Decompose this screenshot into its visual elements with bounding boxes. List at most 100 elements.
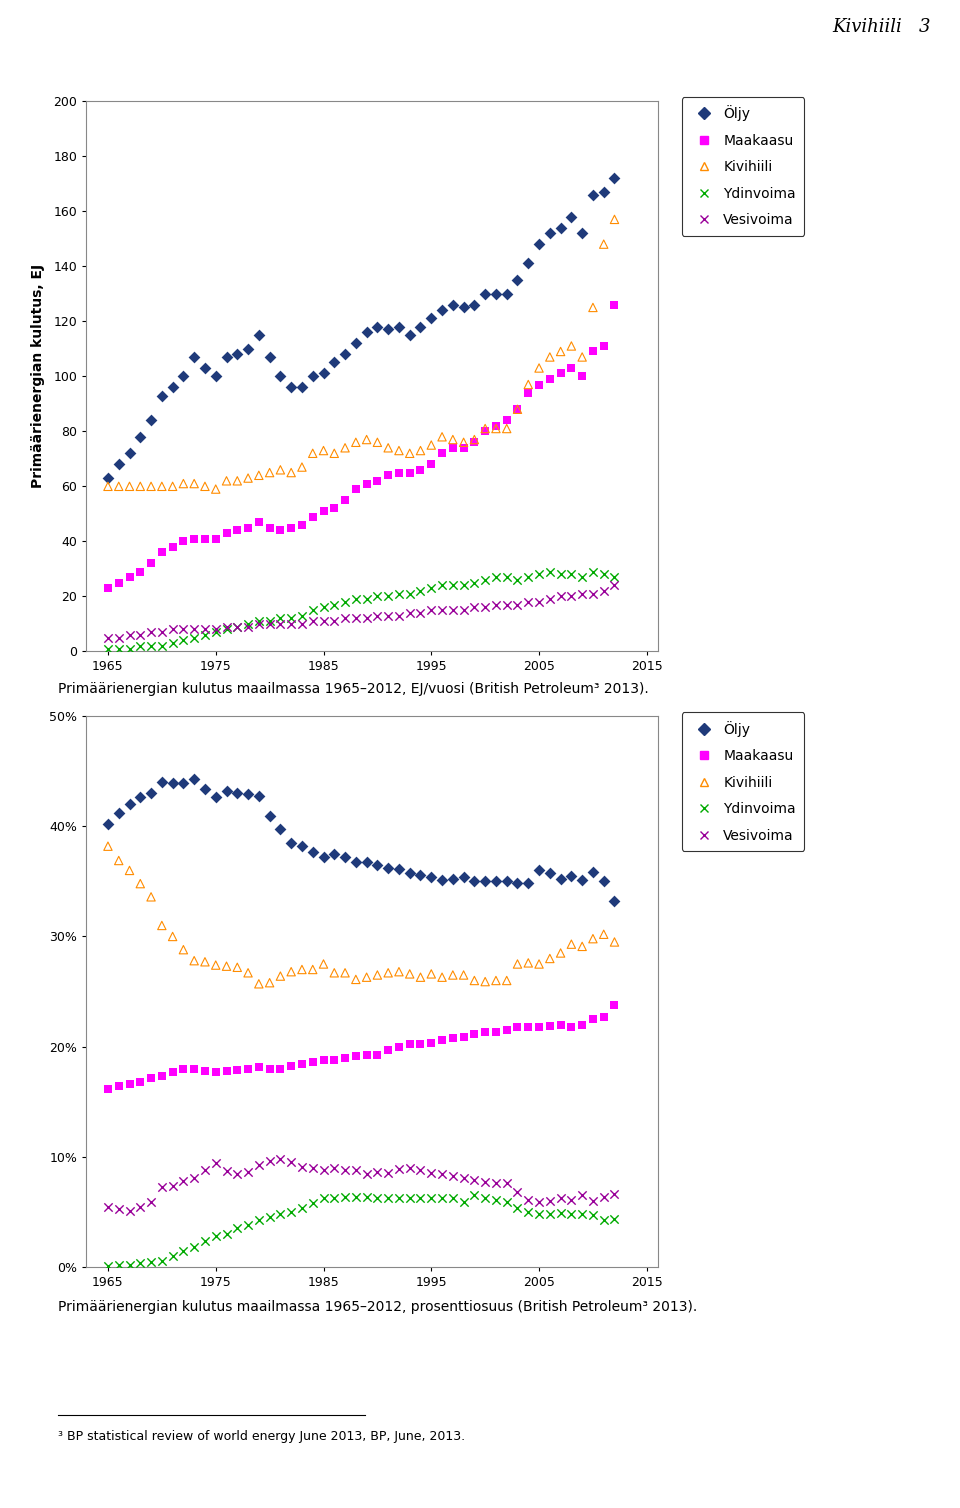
Point (553, 585, 568, 609)
Point (434, 965, 449, 989)
Point (456, 436, 471, 460)
Point (132, 623, 148, 647)
Point (337, 606, 352, 630)
Point (553, 362, 568, 386)
Point (445, 867, 461, 891)
Point (165, 772, 180, 796)
Point (208, 784, 224, 808)
Point (326, 350, 342, 374)
Point (295, 834, 310, 858)
Point (165, 632, 180, 656)
Point (155, 540, 170, 564)
Point (456, 599, 471, 623)
Point (574, 935, 589, 959)
Point (467, 570, 482, 594)
Point (586, 339, 601, 363)
Point (295, 1155, 310, 1179)
Point (100, 626, 115, 650)
Point (532, 1015, 547, 1039)
Point (607, 293, 622, 317)
Point (477, 282, 492, 306)
Point (586, 1007, 601, 1031)
Point (380, 603, 396, 627)
Point (586, 182, 601, 207)
Point (392, 603, 407, 627)
Point (273, 1057, 288, 1081)
Point (111, 801, 127, 825)
Point (520, 952, 536, 976)
Point (100, 636, 115, 661)
Point (186, 626, 202, 650)
Point (252, 784, 267, 808)
Point (316, 362, 331, 386)
Point (337, 489, 352, 513)
Point (165, 1175, 180, 1199)
Point (380, 463, 396, 487)
Point (100, 475, 115, 499)
Point (219, 780, 234, 804)
Point (143, 475, 158, 499)
Point (532, 1202, 547, 1226)
Point (520, 870, 536, 894)
Point (186, 472, 202, 496)
Point (542, 1013, 558, 1038)
Point (467, 968, 482, 992)
Point (467, 1184, 482, 1208)
Point (186, 1166, 202, 1190)
Point (305, 1050, 321, 1074)
Point (348, 1045, 364, 1069)
Point (434, 1187, 449, 1211)
Point (499, 409, 515, 433)
Point (477, 416, 492, 440)
Point (370, 1160, 385, 1184)
Point (316, 499, 331, 523)
Point (186, 1235, 202, 1259)
Point (359, 427, 374, 451)
Point (510, 569, 525, 593)
Point (111, 570, 127, 594)
Point (392, 315, 407, 339)
Point (219, 469, 234, 493)
Point (564, 1187, 579, 1211)
Point (402, 442, 418, 466)
Point (348, 1158, 364, 1182)
Point (380, 857, 396, 881)
Point (219, 1059, 234, 1083)
Point (155, 914, 170, 938)
Point (445, 599, 461, 623)
Point (186, 1057, 202, 1081)
Point (434, 299, 449, 323)
Point (326, 609, 342, 633)
Point (122, 442, 137, 466)
Point (477, 569, 492, 593)
Point (197, 475, 212, 499)
Point (520, 1015, 536, 1039)
Point (348, 477, 364, 501)
Point (122, 636, 137, 661)
Point (456, 1166, 471, 1190)
Point (143, 620, 158, 644)
Point (607, 1208, 622, 1232)
Point (586, 1203, 601, 1228)
Point (132, 1069, 148, 1093)
Point (499, 593, 515, 617)
Point (262, 612, 277, 636)
Point (402, 1155, 418, 1179)
Point (165, 535, 180, 559)
Point (122, 858, 137, 882)
Point (273, 519, 288, 543)
Point (564, 585, 579, 609)
Point (122, 475, 137, 499)
Point (186, 768, 202, 792)
Point (337, 1185, 352, 1209)
Point (240, 1212, 255, 1237)
Point (402, 861, 418, 885)
Point (445, 573, 461, 597)
Point (132, 784, 148, 808)
Point (532, 562, 547, 587)
Point (132, 475, 148, 499)
Point (467, 1167, 482, 1191)
Point (252, 1056, 267, 1080)
Point (176, 1057, 191, 1081)
Point (165, 1060, 180, 1084)
